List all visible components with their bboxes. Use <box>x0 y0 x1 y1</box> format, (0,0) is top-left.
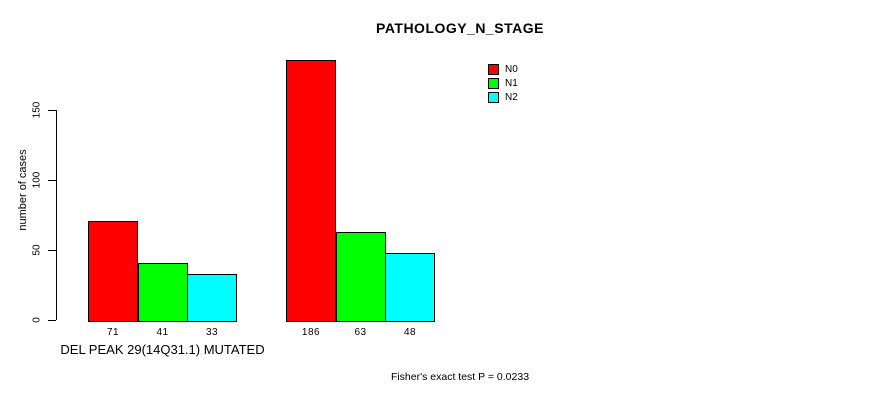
y-tick-mark <box>48 110 56 112</box>
y-tick-mark <box>48 180 56 182</box>
chart-title: PATHOLOGY_N_STAGE <box>376 20 544 36</box>
bar-value-label: 48 <box>403 327 417 338</box>
bar-n0-group1 <box>88 220 138 322</box>
bar-value-label: 63 <box>354 327 367 338</box>
legend-label: N1 <box>505 78 518 89</box>
x-axis-group-label: DEL PEAK 29(14Q31.1) MUTATED <box>60 342 265 357</box>
legend-swatch-n1 <box>488 78 499 89</box>
bar-value-label: 33 <box>205 327 219 338</box>
legend-item: N2 <box>488 92 518 103</box>
legend-swatch-n2 <box>488 92 499 103</box>
bar-value-label: 41 <box>156 327 169 338</box>
legend-label: N2 <box>505 92 518 103</box>
legend-item: N1 <box>488 78 518 89</box>
bar-n1-group1 <box>137 262 188 322</box>
y-tick-label: 50 <box>31 244 43 256</box>
stat-test-footnote: Fisher's exact test P = 0.0233 <box>390 371 530 383</box>
y-tick-label: 150 <box>31 101 43 119</box>
legend-item: N0 <box>488 64 518 75</box>
bar-n1-group2 <box>335 231 386 322</box>
bar-n2-group1 <box>187 273 237 322</box>
y-axis-line <box>56 110 58 320</box>
legend-swatch-n0 <box>488 64 499 75</box>
y-tick-label: 100 <box>31 171 43 189</box>
y-tick-label: 0 <box>31 317 43 323</box>
legend-label: N0 <box>505 64 518 75</box>
legend: N0 N1 N2 <box>488 64 518 103</box>
bar-value-label: 186 <box>301 327 321 338</box>
y-tick-mark <box>48 250 56 252</box>
bar-n0-group2 <box>286 59 336 322</box>
y-axis-label: number of cases <box>17 149 29 231</box>
bar-n2-group2 <box>385 252 435 322</box>
bar-value-label: 71 <box>106 327 120 338</box>
y-tick-mark <box>48 320 56 322</box>
